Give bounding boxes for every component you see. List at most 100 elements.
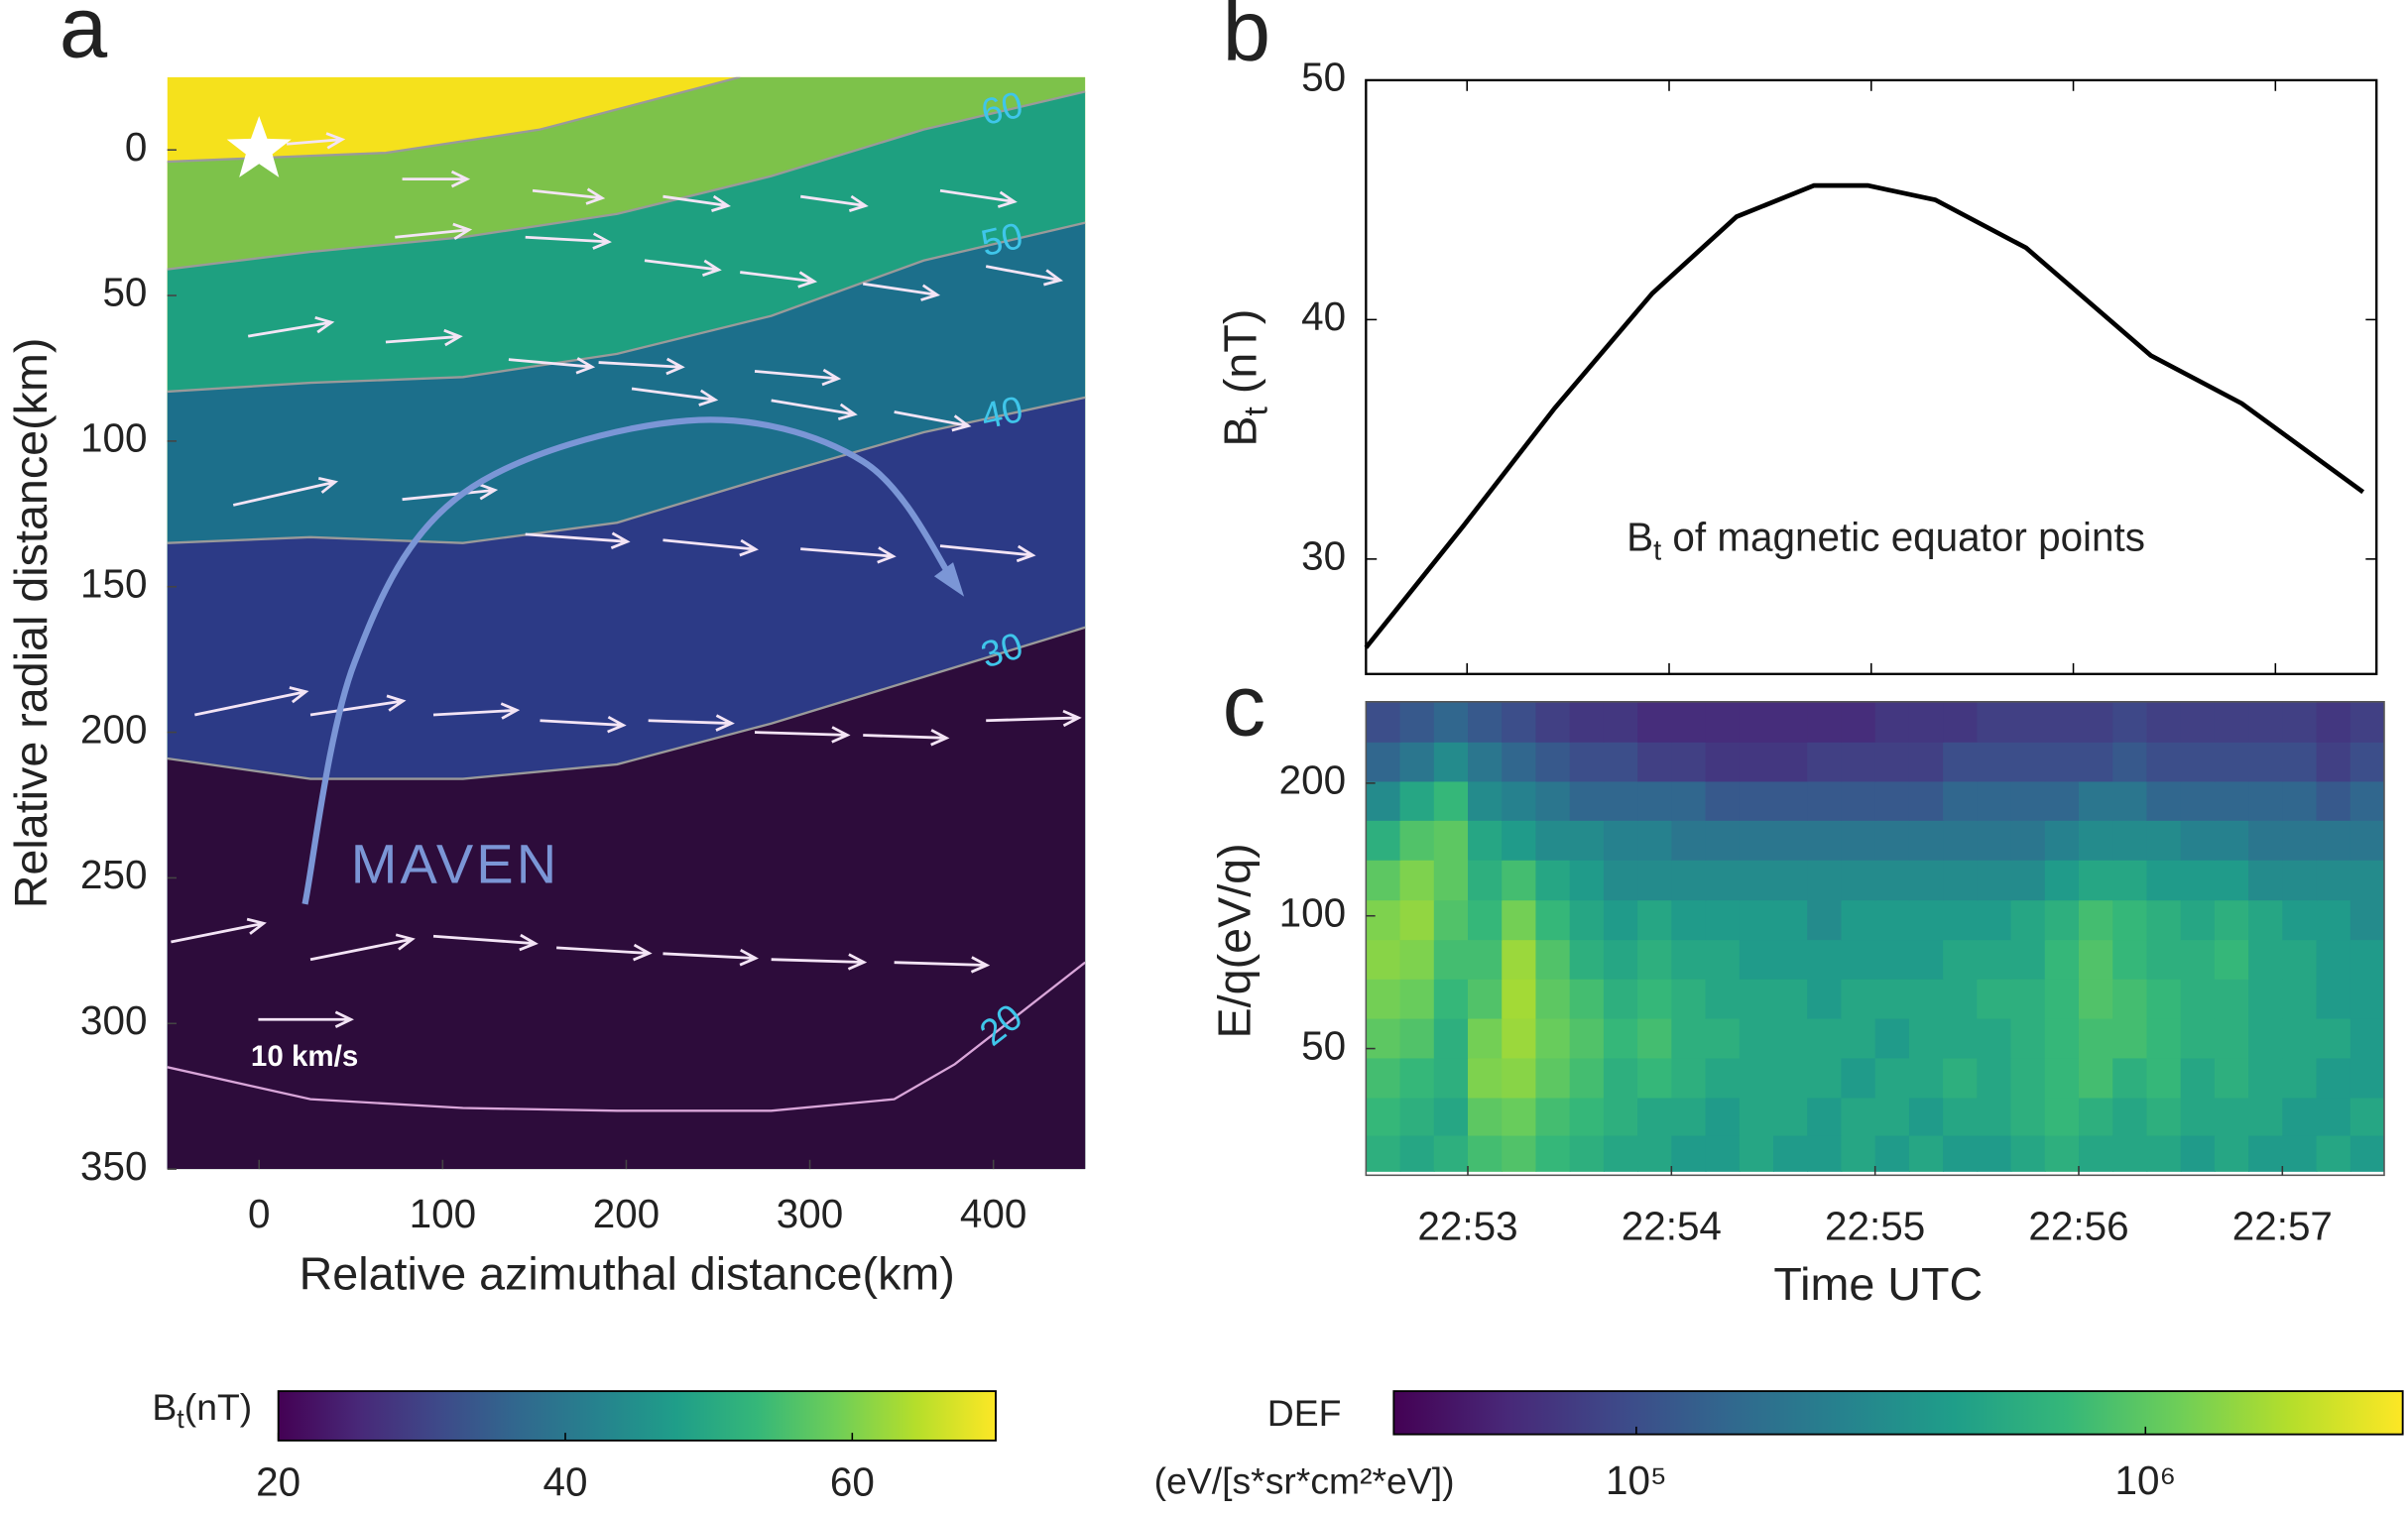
heat-cell xyxy=(2349,701,2384,743)
heat-cell xyxy=(1535,1134,1571,1172)
heat-cell xyxy=(2282,978,2318,1019)
heat-cell xyxy=(1807,1097,1843,1136)
heat-cell xyxy=(2010,1134,2046,1172)
heat-cell xyxy=(1535,1017,1571,1059)
line-series xyxy=(1364,182,2365,649)
heat-cell xyxy=(2146,1017,2182,1059)
x-tick-label: 200 xyxy=(593,1191,660,1236)
heat-cell xyxy=(2248,939,2284,980)
velocity-arrow xyxy=(800,546,897,564)
heat-cell xyxy=(2214,701,2250,743)
y-tick-label: 150 xyxy=(80,560,147,606)
heat-cell xyxy=(2349,741,2384,782)
y-tick-label: 100 xyxy=(1279,889,1346,935)
heat-cell xyxy=(2044,939,2080,980)
velocity-arrow xyxy=(598,357,685,376)
colorbar-label-rest: (nT) xyxy=(184,1386,252,1428)
y-axis-label: Bt (nT) xyxy=(1215,309,1275,447)
heat-cell xyxy=(1637,701,1673,743)
heat-cell xyxy=(2146,859,2182,901)
heat-cell xyxy=(1671,1057,1707,1099)
heat-cell xyxy=(1705,1057,1741,1099)
heat-cell xyxy=(1366,741,1401,782)
heat-cell xyxy=(1569,701,1605,743)
heat-cell xyxy=(2248,859,2284,901)
heat-cell xyxy=(1841,859,1876,901)
heat-cell xyxy=(1399,1134,1435,1172)
heat-cell xyxy=(2044,899,2080,941)
heat-cell xyxy=(1535,741,1571,782)
y-axis-label-main: B xyxy=(1215,415,1266,446)
heat-cell xyxy=(2282,819,2318,861)
heat-cell xyxy=(1603,1057,1639,1099)
heat-cell xyxy=(2248,819,2284,861)
heat-cell xyxy=(1603,939,1639,980)
heat-cell xyxy=(1739,939,1774,980)
heat-cell xyxy=(2010,859,2046,901)
x-tick-label: 400 xyxy=(960,1191,1026,1236)
heat-cell xyxy=(1874,741,1910,782)
heat-cell xyxy=(2316,701,2351,743)
heat-cell xyxy=(2349,1134,2384,1172)
heat-cell xyxy=(1671,780,1707,821)
heat-cell xyxy=(2349,978,2384,1019)
heat-cell xyxy=(1908,819,1945,861)
contour-label: 40 xyxy=(978,388,1026,437)
heat-cell xyxy=(2180,1017,2216,1059)
heat-cell xyxy=(1637,978,1673,1019)
plot-frame xyxy=(1365,78,2378,675)
heat-cell xyxy=(1874,1057,1910,1099)
heat-cell xyxy=(1807,859,1843,901)
heat-cell xyxy=(2282,1134,2318,1172)
heat-cell xyxy=(2282,1057,2318,1099)
heat-cell xyxy=(2044,859,2080,901)
heat-cell xyxy=(1637,1057,1673,1099)
heat-cell xyxy=(1569,1097,1605,1136)
heat-cell xyxy=(2282,859,2318,901)
heat-cell xyxy=(1468,1097,1504,1136)
heat-cell xyxy=(1399,741,1435,782)
velocity-arrow xyxy=(662,948,760,967)
y-tick-label: 250 xyxy=(80,852,147,897)
heat-cell xyxy=(2180,1057,2216,1099)
heat-cell xyxy=(2248,741,2284,782)
heat-cell xyxy=(1874,899,1910,941)
heat-cell xyxy=(1502,701,1537,743)
heat-cell xyxy=(1841,701,1876,743)
heat-cell xyxy=(1943,978,1979,1019)
heat-cell xyxy=(1535,978,1571,1019)
heat-cell xyxy=(1705,1097,1741,1136)
y-axis-label-sub: t xyxy=(1238,406,1274,415)
heat-cell xyxy=(2010,939,2046,980)
contour-line xyxy=(167,76,741,164)
heat-cell xyxy=(1468,1057,1504,1099)
heat-cell xyxy=(2180,819,2216,861)
velocity-arrow xyxy=(232,477,339,507)
velocity-arrow xyxy=(771,399,858,420)
heat-cell xyxy=(2180,978,2216,1019)
heat-cell xyxy=(1739,859,1774,901)
heat-cell xyxy=(2282,899,2318,941)
heat-cell xyxy=(2214,741,2250,782)
heat-cell xyxy=(1637,1017,1673,1059)
heat-cell xyxy=(1977,1097,2012,1136)
heat-cell xyxy=(2282,780,2318,821)
colorbar-tick-label: 10⁶ xyxy=(2114,1457,2176,1503)
heat-cell xyxy=(1739,1097,1774,1136)
heat-cell xyxy=(1535,780,1571,821)
y-tick-label: 50 xyxy=(1301,55,1346,100)
heat-cell xyxy=(1502,1017,1537,1059)
velocity-arrow xyxy=(532,187,606,205)
contour-line xyxy=(167,90,1086,271)
colorbar-tick-label: 20 xyxy=(256,1459,301,1505)
heat-cell xyxy=(1502,939,1537,980)
x-tick-label: 100 xyxy=(410,1191,476,1236)
heat-cell xyxy=(2282,1097,2318,1136)
colorbar-tick-label: 10⁵ xyxy=(1606,1457,1667,1503)
velocity-arrow xyxy=(985,265,1064,287)
heat-cell xyxy=(2349,859,2384,901)
heat-cell xyxy=(2112,899,2148,941)
heat-cell xyxy=(1874,819,1910,861)
heat-cell xyxy=(1433,939,1469,980)
